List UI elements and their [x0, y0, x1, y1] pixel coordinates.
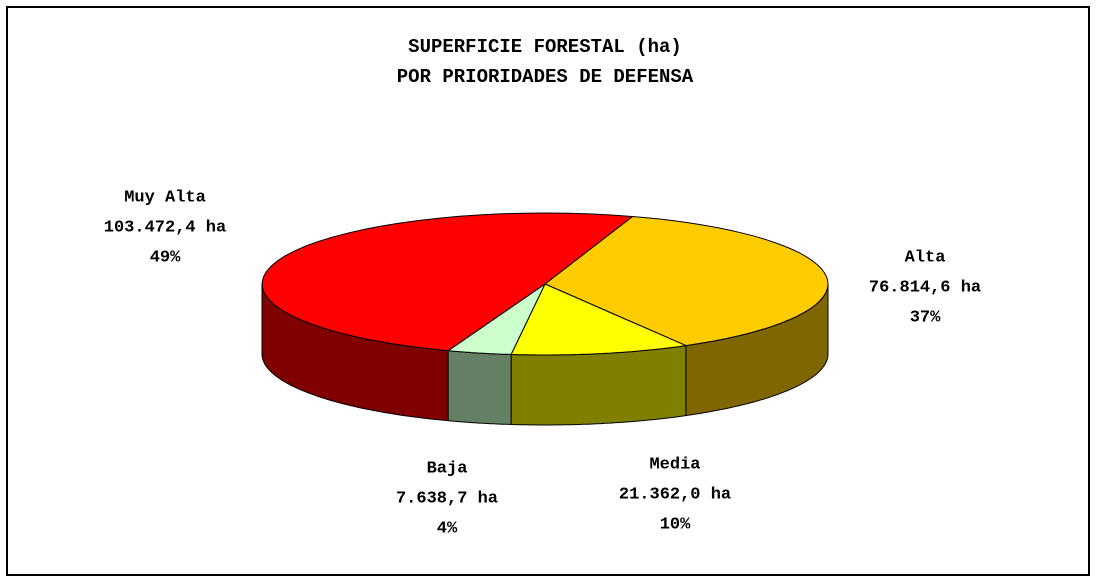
chart-title: SUPERFICIE FORESTAL (ha): [408, 36, 682, 58]
value-label: 76.814,6 ha: [869, 278, 981, 297]
chart-subtitle: POR PRIORIDADES DE DEFENSA: [397, 66, 694, 88]
slice-label: Media: [649, 455, 700, 474]
value-label: 7.638,7 ha: [396, 489, 498, 508]
slice-label: Alta: [905, 248, 946, 267]
percent-label: 4%: [437, 519, 458, 538]
percent-label: 37%: [910, 308, 941, 327]
slice: [446, 282, 547, 356]
slice: [261, 212, 634, 352]
slice-label: Muy Alta: [124, 188, 206, 207]
slice: [510, 283, 688, 356]
slice-side: [447, 350, 512, 426]
slice-side: [510, 345, 687, 426]
value-label: 103.472,4 ha: [104, 218, 226, 237]
slice: [544, 215, 829, 347]
percent-label: 49%: [150, 248, 181, 267]
slice-label: Baja: [427, 459, 468, 478]
percent-label: 10%: [660, 515, 691, 534]
value-label: 21.362,0 ha: [619, 485, 731, 504]
